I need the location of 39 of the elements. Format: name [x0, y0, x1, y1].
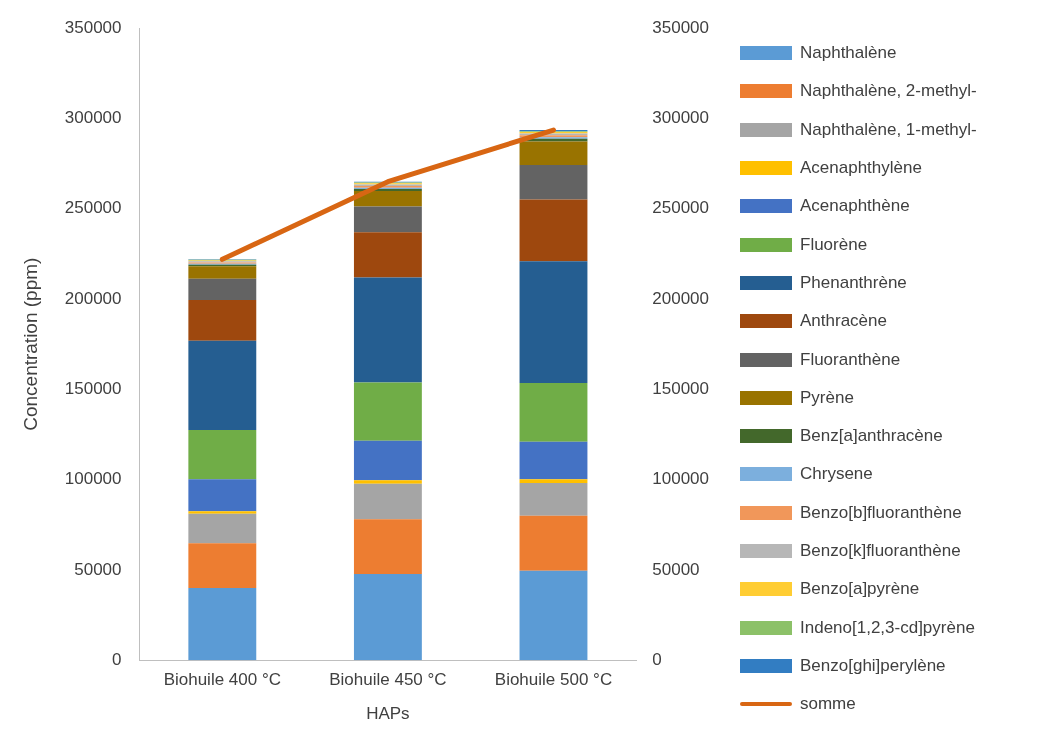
- y-tick-label: 100000: [64, 469, 122, 489]
- legend-label: Benz[a]anthracène: [800, 426, 943, 447]
- y-tick-label: 300000: [64, 108, 122, 128]
- legend-label: Indeno[1,2,3-cd]pyrène: [800, 617, 975, 638]
- x-tick-label: Biohuile 450 °C: [329, 670, 447, 690]
- legend-label: Pyrène: [800, 387, 854, 408]
- y2-tick-label: 300000: [652, 108, 710, 128]
- legend-label: Acenaphthène: [800, 196, 910, 217]
- legend-label: Naphthalène, 2-methyl-: [800, 81, 977, 102]
- legend-label: Benzo[b]fluoranthène: [800, 502, 962, 523]
- y-tick-label: 250000: [64, 198, 122, 218]
- y-tick-label: 350000: [64, 17, 122, 37]
- y-axis-title: Concentration (ppm): [19, 257, 41, 431]
- legend-label: Phenanthrène: [800, 272, 907, 293]
- y-tick-label: 200000: [64, 288, 122, 308]
- y2-tick-label: 200000: [652, 288, 710, 308]
- legend-label: Fluoranthène: [800, 349, 901, 370]
- x-tick-label: Biohuile 400 °C: [163, 670, 282, 690]
- legend-label: Chrysene: [800, 464, 873, 485]
- legend-label: Benzo[k]fluoranthène: [800, 541, 961, 561]
- legend-label: somme: [800, 694, 856, 715]
- y2-tick-label: 250000: [652, 198, 710, 218]
- y2-tick-label: 0: [652, 649, 662, 669]
- y2-tick-label: 100000: [652, 469, 710, 489]
- y-tick-label: 0: [112, 649, 122, 669]
- legend-label: Benzo[a]pyrène: [800, 579, 920, 600]
- legend-label: Anthracène: [800, 311, 887, 332]
- legend-label: Acenaphthylène: [800, 158, 922, 179]
- legend-label: Fluorène: [800, 234, 868, 255]
- legend-label: Naphthalène: [800, 43, 897, 64]
- y2-tick-label: 150000: [652, 379, 710, 399]
- y2-tick-label: 50000: [652, 559, 700, 579]
- legend-label: Benzo[ghi]perylène: [800, 655, 946, 676]
- legend-label: Naphthalène, 1-methyl-: [800, 119, 977, 140]
- y2-tick-label: 350000: [652, 17, 710, 37]
- x-tick-label: Biohuile 500 °C: [494, 670, 613, 690]
- y-tick-label: 50000: [74, 559, 122, 579]
- y-tick-label: 150000: [64, 379, 122, 399]
- x-axis-title: HAPs: [366, 704, 410, 724]
